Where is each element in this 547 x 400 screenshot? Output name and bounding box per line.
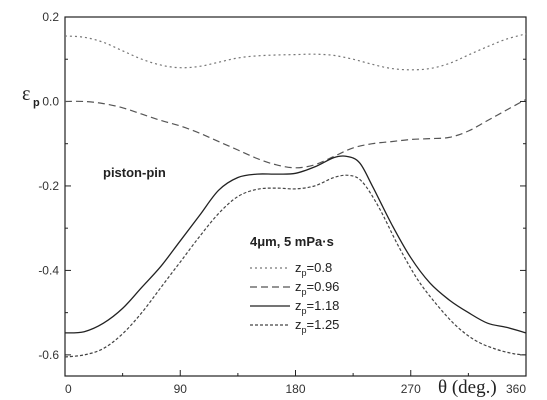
legend-label-value: =1.18 [307,298,340,313]
axis-ticks: 0 90 180 270 360 0.2 0.0 -0.2 -0.4 -0.6 [38,10,527,396]
series-line [64,174,527,358]
legend-label-prefix: z [295,317,302,332]
legend-label: zp=0.96 [295,279,339,297]
legend-title: 4μm, 5 mPa·s [250,234,334,249]
x-tick-label: 180 [285,382,305,396]
x-tick-label: 90 [174,382,188,396]
series-line [64,155,527,334]
x-tick-label: 0 [65,382,72,396]
y-tick-label: 0.2 [42,10,59,24]
y-tick-label: 0.0 [42,94,59,108]
y-axis-title-symbol: ε [22,83,30,105]
x-axis-title: θ (deg.) [438,377,497,398]
y-axis-title-subscript: p [33,97,40,109]
legend-label-subscript: p [302,268,307,278]
legend-label-subscript: p [302,325,307,335]
y-tick-label: -0.6 [38,348,59,362]
legend-label-subscript: p [302,306,307,316]
legend-label: zp=0.8 [295,260,332,278]
legend-label-prefix: z [295,279,302,294]
series-lines [64,33,527,358]
x-tick-label: 270 [401,382,421,396]
y-tick-label: -0.4 [38,263,59,277]
legend-label-prefix: z [295,260,302,275]
y-tick-label: -0.2 [38,179,59,193]
x-tick-label: 360 [506,382,526,396]
legend-label-value: =1.25 [307,317,340,332]
annotation-piston-pin: piston-pin [103,165,166,180]
series-line [64,98,527,169]
legend-label-prefix: z [295,298,302,313]
legend-label: zp=1.25 [295,317,339,335]
legend-label-value: =0.96 [307,279,340,294]
legend-label-value: =0.8 [307,260,333,275]
legend-label: zp=1.18 [295,298,339,316]
legend-label-subscript: p [302,287,307,297]
series-line [64,33,527,71]
